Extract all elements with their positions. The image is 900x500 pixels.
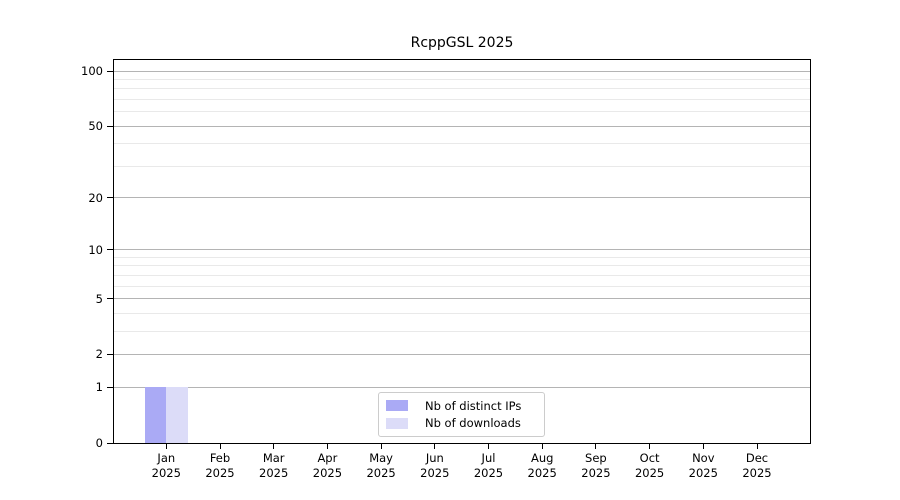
x-tick-mark [219, 444, 221, 449]
minor-gridline [114, 78, 810, 80]
legend: Nb of distinct IPs Nb of downloads [378, 392, 545, 437]
minor-gridline [114, 312, 810, 314]
x-tick-label: Aug 2025 [515, 451, 569, 481]
x-tick-mark [326, 444, 328, 449]
legend-swatch-downloads [386, 417, 408, 429]
major-gridline [114, 249, 810, 251]
x-tick-mark [165, 444, 167, 449]
minor-gridline [114, 111, 810, 113]
y-tick-mark [107, 249, 113, 251]
x-tick-year: 2025 [151, 466, 181, 480]
major-gridline [114, 298, 810, 300]
y-tick-label: 20 [88, 190, 103, 205]
x-tick-month: Jan [157, 451, 176, 465]
legend-item-downloads: Nb of downloads [386, 416, 537, 430]
legend-label-downloads: Nb of downloads [425, 416, 521, 431]
x-tick-year: 2025 [259, 466, 289, 480]
minor-gridline [114, 143, 810, 145]
y-tick-mark [107, 197, 113, 199]
x-tick-year: 2025 [688, 466, 718, 480]
legend-item-distinct-ips: Nb of distinct IPs [386, 399, 537, 413]
minor-gridline [114, 256, 810, 258]
x-tick-month: Aug [530, 451, 554, 465]
x-tick-label: Nov 2025 [676, 451, 730, 481]
x-tick-month: Mar [262, 451, 285, 465]
major-gridline [114, 125, 810, 127]
x-tick-month: Dec [745, 451, 769, 465]
x-tick-month: May [369, 451, 393, 465]
bar-downloads [166, 387, 188, 443]
major-gridline [114, 386, 810, 388]
minor-gridline [114, 330, 810, 332]
legend-label-distinct-ips: Nb of distinct IPs [425, 398, 522, 413]
x-tick-year: 2025 [366, 466, 396, 480]
x-tick-mark [380, 444, 382, 449]
x-tick-mark [702, 444, 704, 449]
x-tick-mark [649, 444, 651, 449]
x-tick-mark [273, 444, 275, 449]
x-tick-label: Dec 2025 [730, 451, 784, 481]
x-tick-month: Oct [639, 451, 660, 465]
x-tick-month: Jun [425, 451, 444, 465]
y-tick-label: 50 [88, 119, 103, 134]
minor-gridline [114, 274, 810, 276]
y-tick-label: 1 [95, 380, 103, 395]
major-gridline [114, 197, 810, 199]
minor-gridline [114, 88, 810, 90]
x-tick-month: Sep [585, 451, 607, 465]
y-tick-label: 2 [95, 347, 103, 362]
x-tick-year: 2025 [634, 466, 665, 480]
x-tick-label: Jun 2025 [408, 451, 462, 481]
x-tick-mark [541, 444, 543, 449]
x-tick-mark [488, 444, 489, 449]
x-tick-label: May 2025 [354, 451, 408, 481]
y-tick-label: 10 [88, 242, 103, 257]
minor-gridline [114, 98, 810, 100]
minor-gridline [114, 165, 810, 167]
y-tick-mark [107, 386, 113, 388]
x-tick-mark [434, 444, 436, 449]
y-tick-label: 5 [95, 291, 103, 306]
x-tick-month: Apr [317, 451, 338, 465]
x-tick-label: Mar 2025 [247, 451, 301, 481]
bar-distinct-ips [144, 387, 167, 443]
minor-gridline [114, 265, 810, 267]
x-tick-month: Feb [209, 451, 231, 465]
chart-title: RcppGSL 2025 [410, 35, 514, 51]
x-tick-label: Oct 2025 [623, 451, 677, 481]
x-tick-label: Feb 2025 [193, 451, 247, 481]
x-tick-mark [595, 444, 597, 449]
x-tick-label: Jul 2025 [462, 451, 516, 481]
plot-area [113, 59, 811, 444]
x-tick-label: Apr 2025 [300, 451, 354, 481]
y-tick-label: 100 [81, 64, 103, 79]
y-tick-mark [107, 353, 113, 355]
x-tick-year: 2025 [205, 466, 235, 480]
y-tick-mark [107, 442, 113, 444]
y-tick-mark [107, 125, 113, 127]
y-tick-mark [107, 70, 113, 72]
y-tick-label: 0 [95, 436, 103, 450]
x-tick-month: Nov [692, 451, 715, 465]
x-tick-label: Jan 2025 [139, 451, 193, 481]
x-tick-year: 2025 [742, 466, 772, 480]
y-tick-mark [107, 298, 113, 300]
x-tick-label: Sep 2025 [569, 451, 623, 481]
x-tick-mark [756, 444, 758, 449]
x-tick-year: 2025 [420, 466, 450, 480]
x-tick-year: 2025 [581, 466, 611, 480]
x-tick-year: 2025 [312, 466, 343, 480]
major-gridline [114, 353, 810, 355]
x-tick-month: Jul [481, 451, 496, 465]
x-tick-year: 2025 [473, 466, 504, 480]
x-tick-year: 2025 [527, 466, 557, 480]
minor-gridline [114, 285, 810, 287]
legend-swatch-distinct-ips [386, 400, 408, 412]
major-gridline [114, 70, 810, 72]
